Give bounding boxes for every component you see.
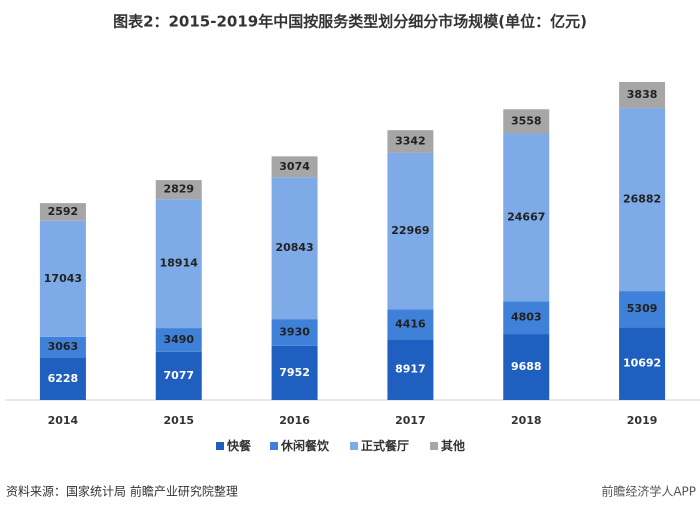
data-label: 6228 <box>48 372 79 385</box>
bar-segment <box>155 351 202 400</box>
data-label: 3342 <box>395 135 426 148</box>
data-label: 9688 <box>511 360 542 373</box>
data-label: 20843 <box>275 241 313 254</box>
data-label: 7952 <box>279 366 310 379</box>
bar-segment <box>619 327 666 400</box>
data-label: 4416 <box>395 317 426 330</box>
data-label: 3558 <box>511 114 542 127</box>
legend-swatch <box>270 442 278 450</box>
bar-segment <box>619 291 666 328</box>
bar-segment <box>39 203 86 221</box>
bar-segment <box>503 301 550 335</box>
data-label: 10692 <box>623 357 661 370</box>
data-label: 5309 <box>627 302 658 315</box>
data-label: 4803 <box>511 311 542 324</box>
data-label: 2829 <box>163 183 194 196</box>
legend-swatch <box>216 442 224 450</box>
x-tick-label: 2014 <box>48 414 79 427</box>
data-label: 3074 <box>279 160 310 173</box>
bar-segment <box>39 336 86 358</box>
data-label: 18914 <box>160 257 199 270</box>
x-tick-label: 2016 <box>279 414 310 427</box>
bar-segment <box>503 109 550 134</box>
data-label: 3838 <box>627 88 658 101</box>
data-label: 26882 <box>623 193 661 206</box>
bar-segment <box>387 339 434 400</box>
bar-segment <box>39 220 86 337</box>
bar-segment <box>271 319 318 346</box>
bar-segment <box>619 82 666 109</box>
legend-swatch <box>350 442 358 450</box>
bar-segment <box>155 199 202 329</box>
bar-segment <box>155 328 202 352</box>
data-label: 3063 <box>48 340 79 353</box>
chart-title: 图表2：2015-2019年中国按服务类型划分细分市场规模(单位：亿元) <box>113 13 587 31</box>
bar-segment <box>387 309 434 340</box>
watermark: 前瞻经济学人APP <box>601 484 696 499</box>
legend-swatch <box>430 442 438 450</box>
bar-segment <box>387 152 434 310</box>
bar-segment <box>271 177 318 320</box>
bar-segment <box>619 108 666 292</box>
x-tick-label: 2018 <box>511 414 542 427</box>
legend-label: 其他 <box>441 438 465 453</box>
source: 资料来源：国家统计局 前瞻产业研究院整理 <box>6 484 238 499</box>
legend-label: 正式餐厅 <box>361 438 409 453</box>
x-tick-label: 2015 <box>163 414 194 427</box>
bar-segment <box>503 133 550 302</box>
data-label: 2592 <box>48 205 79 218</box>
data-label: 17043 <box>44 272 82 285</box>
bar-segment <box>271 345 318 400</box>
bar-segment <box>387 130 434 153</box>
data-label: 8917 <box>395 363 426 376</box>
data-label: 22969 <box>391 224 429 237</box>
legend-label: 休闲餐饮 <box>280 438 330 453</box>
bar-segment <box>155 180 202 200</box>
x-tick-label: 2017 <box>395 414 426 427</box>
data-label: 3490 <box>163 333 194 346</box>
data-label: 3930 <box>279 326 310 339</box>
bar-segment <box>39 357 86 400</box>
bar-segment <box>503 334 550 400</box>
data-label: 7077 <box>163 369 194 382</box>
legend-label: 快餐 <box>227 438 252 453</box>
x-tick-label: 2019 <box>627 414 658 427</box>
data-label: 24667 <box>507 210 545 223</box>
bar-segment <box>271 156 318 178</box>
